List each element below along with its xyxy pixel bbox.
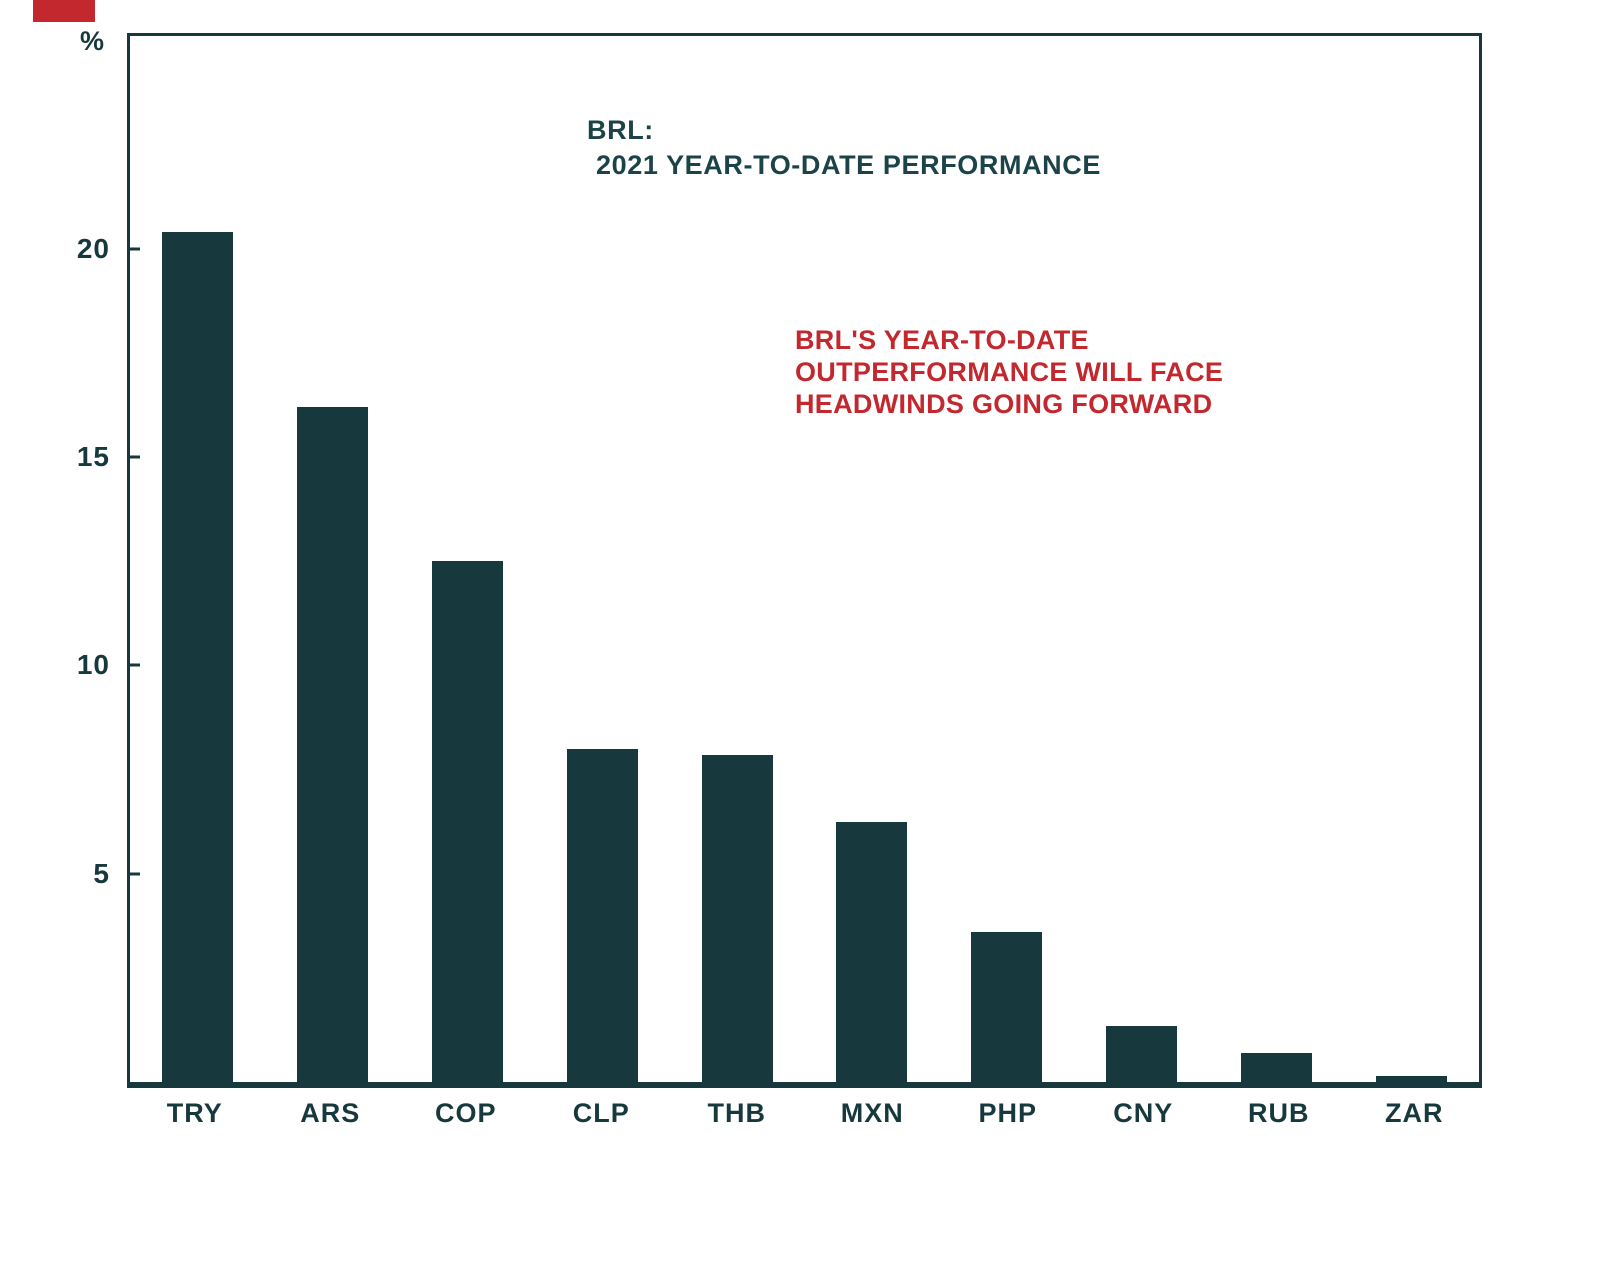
bar-thb [701,754,773,1082]
x-label-zar: ZAR [1385,1098,1444,1128]
x-label-cop: COP [434,1098,497,1128]
x-label-php: PHP [978,1098,1038,1128]
bar-mxn [836,821,908,1082]
bar-rub [1241,1052,1313,1082]
chart-title: BRL: 2021 YEAR-TO-DATE PERFORMANCE [587,113,1101,183]
bar-slot-thb [670,36,805,1082]
x-label-try: TRY [166,1098,223,1128]
chart-title-line2: 2021 YEAR-TO-DATE PERFORMANCE [596,150,1101,180]
x-label-cny: CNY [1113,1098,1174,1128]
bar-ars [296,406,368,1082]
chart-annotation-line1: BRL'S YEAR-TO-DATE [795,325,1089,355]
y-axis-unit-label: % [79,26,104,56]
x-label-ars: ARS [300,1098,361,1128]
bars-row [130,36,1479,1082]
bar-try [161,231,233,1082]
bar-slot-ars [265,36,400,1082]
bar-slot-rub [1209,36,1344,1082]
y-tick-label-5: 5 [93,857,110,889]
y-axis-labels: 5 10 15 20 [0,36,110,1082]
bar-slot-mxn [805,36,940,1082]
y-tick-15 [130,455,140,459]
bar-slot-clp [535,36,670,1082]
chart-annotation: BRL'S YEAR-TO-DATE OUTPERFORMANCE WILL F… [795,324,1223,420]
y-tick-label-15: 15 [76,440,110,472]
y-tick-20 [130,247,140,251]
chart-annotation-line3: HEADWINDS GOING FORWARD [795,389,1213,419]
bar-cny [1106,1025,1178,1082]
bar-slot-zar [1344,36,1479,1082]
x-label-rub: RUB [1248,1098,1310,1128]
bar-slot-cny [1074,36,1209,1082]
chart-title-line1: BRL: [587,115,654,145]
y-tick-label-10: 10 [76,649,110,681]
x-label-thb: THB [707,1098,766,1128]
x-label-mxn: MXN [840,1098,904,1128]
y-tick-label-20: 20 [76,232,110,264]
x-axis-labels: TRY ARS COP CLP THB MXN PHP CNY RUB ZAR [127,1098,1482,1129]
top-left-red-mark [33,0,95,22]
bar-slot-php [939,36,1074,1082]
bar-cop [431,561,503,1082]
bar-slot-cop [400,36,535,1082]
chart-annotation-line2: OUTPERFORMANCE WILL FACE [795,357,1224,387]
bar-slot-try [130,36,265,1082]
bar-zar [1376,1075,1448,1082]
plot-area [127,33,1482,1088]
y-tick-10 [130,663,140,667]
bar-php [971,931,1043,1082]
y-tick-5 [130,872,140,876]
x-label-clp: CLP [572,1098,630,1128]
bar-clp [566,748,638,1082]
